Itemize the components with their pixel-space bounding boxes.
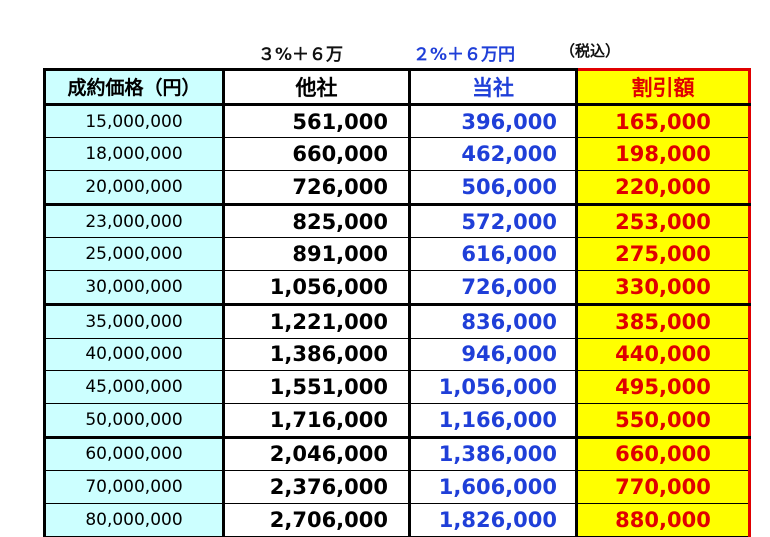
our-fee-cell: 726,000 <box>409 270 578 306</box>
discount-cell: 330,000 <box>575 270 751 306</box>
table-row: 15,000,000 561,000 396,000 165,000 <box>43 104 751 139</box>
our-fee-cell: 616,000 <box>409 237 578 272</box>
commission-comparison-table: 成約価格（円） 他社 当社 割引額 15,000,000 561,000 396,0… <box>43 68 751 537</box>
contract-price-cell: 20,000,000 <box>43 170 225 206</box>
contract-price-cell: 50,000,000 <box>43 403 225 439</box>
discount-cell: 275,000 <box>575 237 751 272</box>
table-row: 18,000,000 660,000 462,000 198,000 <box>43 137 751 172</box>
contract-price-cell: 60,000,000 <box>43 437 225 472</box>
header-contract-price: 成約価格（円） <box>43 68 225 106</box>
contract-price-cell: 23,000,000 <box>43 204 225 239</box>
discount-cell: 440,000 <box>575 338 751 372</box>
table-row: 50,000,000 1,716,000 1,166,000 550,000 <box>43 403 751 439</box>
discount-cell: 880,000 <box>575 503 751 537</box>
discount-cell: 770,000 <box>575 470 751 504</box>
other-company-fee-cell: 1,551,000 <box>223 370 411 404</box>
contract-price-cell: 35,000,000 <box>43 304 225 339</box>
contract-price-cell: 70,000,000 <box>43 470 225 504</box>
other-company-fee-cell: 726,000 <box>223 170 411 206</box>
contract-price-cell: 45,000,000 <box>43 370 225 404</box>
table-row: 35,000,000 1,221,000 836,000 385,000 <box>43 304 751 339</box>
our-company-formula: ２%＋６万円 <box>413 45 516 65</box>
discount-cell: 550,000 <box>575 403 751 439</box>
table-row: 70,000,000 2,376,000 1,606,000 770,000 <box>43 470 751 504</box>
other-company-fee-cell: 825,000 <box>223 204 411 239</box>
contract-price-cell: 30,000,000 <box>43 270 225 306</box>
other-company-formula: ３%＋６万 <box>258 45 344 65</box>
table-row: 45,000,000 1,551,000 1,056,000 495,000 <box>43 370 751 404</box>
other-company-fee-cell: 1,386,000 <box>223 338 411 372</box>
contract-price-cell: 18,000,000 <box>43 137 225 172</box>
discount-cell: 660,000 <box>575 437 751 472</box>
our-fee-cell: 1,166,000 <box>409 403 578 439</box>
header-other-company: 他社 <box>223 68 411 106</box>
header-our-company: 当社 <box>409 68 578 106</box>
contract-price-cell: 40,000,000 <box>43 338 225 372</box>
our-fee-cell: 836,000 <box>409 304 578 339</box>
our-fee-cell: 1,056,000 <box>409 370 578 404</box>
our-fee-cell: 506,000 <box>409 170 578 206</box>
discount-cell: 220,000 <box>575 170 751 206</box>
discount-cell: 165,000 <box>575 104 751 139</box>
discount-cell: 385,000 <box>575 304 751 339</box>
contract-price-cell: 25,000,000 <box>43 237 225 272</box>
other-company-fee-cell: 2,376,000 <box>223 470 411 504</box>
our-fee-cell: 396,000 <box>409 104 578 139</box>
discount-cell: 495,000 <box>575 370 751 404</box>
other-company-fee-cell: 2,046,000 <box>223 437 411 472</box>
our-fee-cell: 462,000 <box>409 137 578 172</box>
tax-included-note: （税込） <box>560 42 621 60</box>
table-row: 23,000,000 825,000 572,000 253,000 <box>43 204 751 239</box>
table-row: 25,000,000 891,000 616,000 275,000 <box>43 237 751 272</box>
discount-cell: 253,000 <box>575 204 751 239</box>
table-row: 60,000,000 2,046,000 1,386,000 660,000 <box>43 437 751 472</box>
table-row: 80,000,000 2,706,000 1,826,000 880,000 <box>43 503 751 537</box>
other-company-fee-cell: 660,000 <box>223 137 411 172</box>
other-company-fee-cell: 561,000 <box>223 104 411 139</box>
other-company-fee-cell: 891,000 <box>223 237 411 272</box>
our-fee-cell: 1,606,000 <box>409 470 578 504</box>
table-row: 40,000,000 1,386,000 946,000 440,000 <box>43 338 751 372</box>
our-fee-cell: 946,000 <box>409 338 578 372</box>
table-header-row: 成約価格（円） 他社 当社 割引額 <box>43 68 751 106</box>
other-company-fee-cell: 1,056,000 <box>223 270 411 306</box>
other-company-fee-cell: 1,221,000 <box>223 304 411 339</box>
other-company-fee-cell: 2,706,000 <box>223 503 411 537</box>
contract-price-cell: 15,000,000 <box>43 104 225 139</box>
discount-cell: 198,000 <box>575 137 751 172</box>
contract-price-cell: 80,000,000 <box>43 503 225 537</box>
our-fee-cell: 1,826,000 <box>409 503 578 537</box>
our-fee-cell: 1,386,000 <box>409 437 578 472</box>
other-company-fee-cell: 1,716,000 <box>223 403 411 439</box>
our-fee-cell: 572,000 <box>409 204 578 239</box>
table-row: 30,000,000 1,056,000 726,000 330,000 <box>43 270 751 306</box>
table-row: 20,000,000 726,000 506,000 220,000 <box>43 170 751 206</box>
header-discount: 割引額 <box>575 68 751 106</box>
